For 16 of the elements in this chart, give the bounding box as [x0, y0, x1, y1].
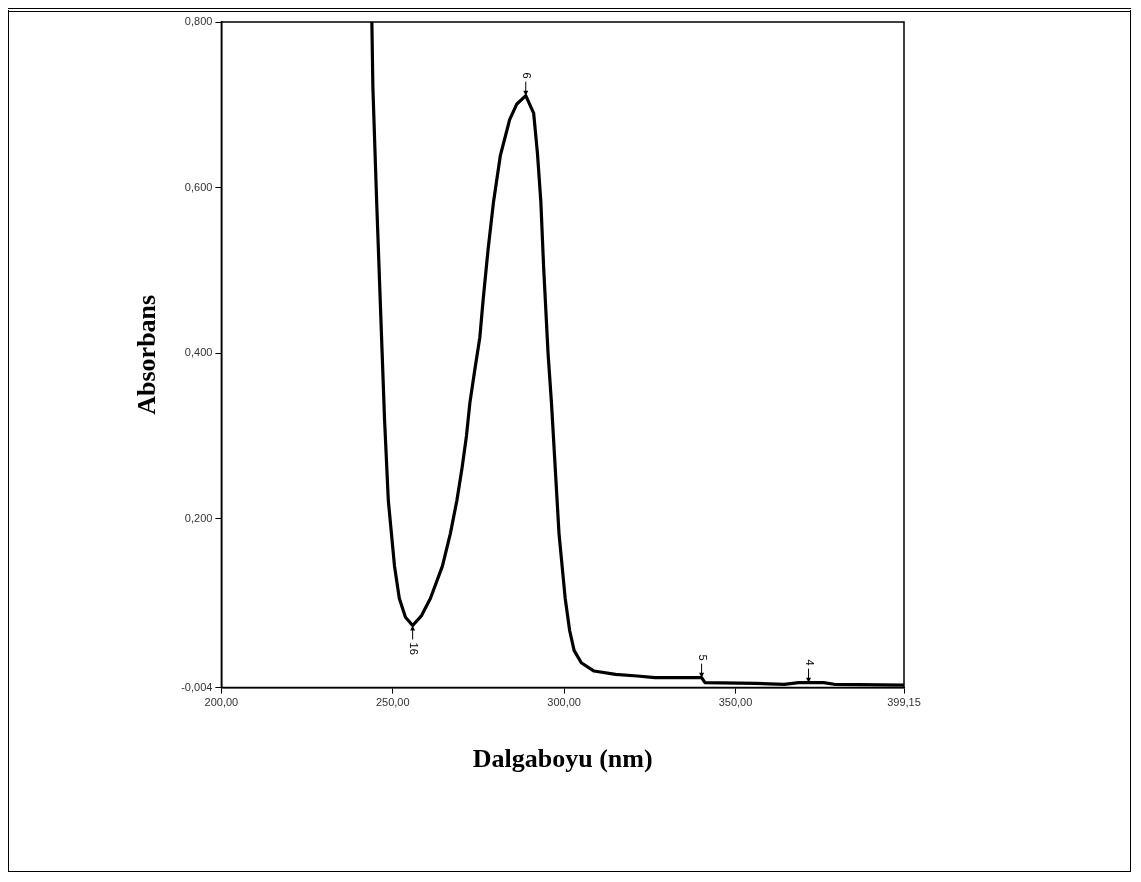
annotation: 4 — [803, 659, 816, 666]
y-tick-label: 0,800 — [184, 15, 213, 28]
x-axis-title: Dalgaboyu (nm) — [472, 744, 653, 774]
annotation: 6 — [520, 72, 533, 79]
y-axis-title: Absorbans — [132, 294, 162, 415]
x-tick-label: 200,00 — [204, 696, 239, 709]
x-tick-label: 399,15 — [887, 696, 921, 709]
x-tick-label: 350,00 — [718, 696, 753, 709]
x-tick-label: 250,00 — [375, 696, 410, 709]
x-tick-label: 300,00 — [547, 696, 581, 709]
y-tick-label: 0,400 — [184, 346, 213, 359]
annotation: 5 — [696, 654, 709, 661]
y-tick-label: 0,200 — [184, 511, 213, 524]
y-tick-label: 0,600 — [184, 180, 213, 193]
y-tick-label: -0,004 — [181, 680, 213, 693]
annotation: 16 — [407, 642, 420, 655]
